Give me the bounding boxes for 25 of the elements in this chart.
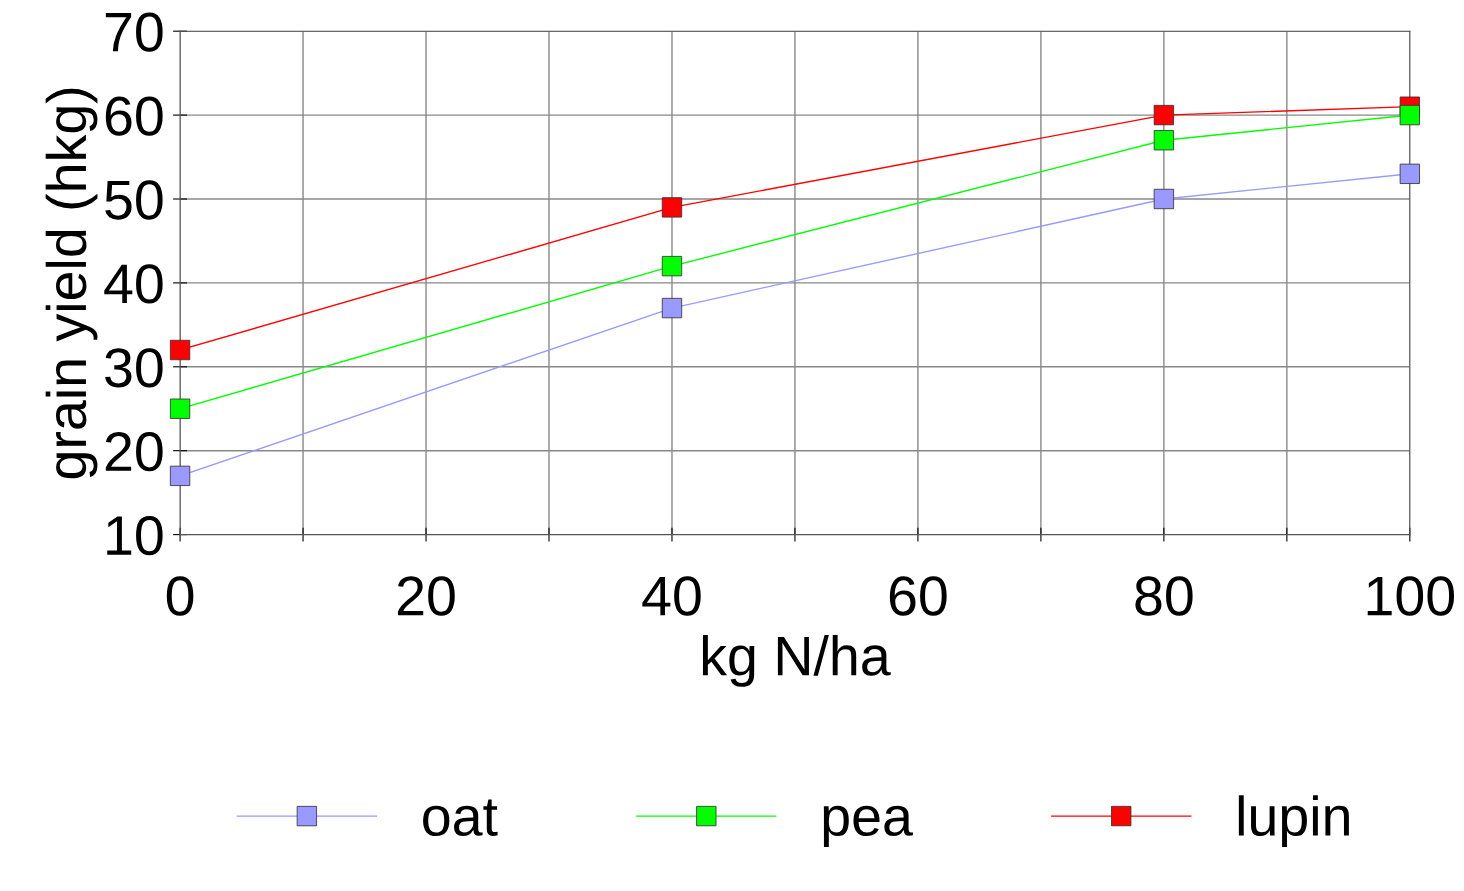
y-tick-label: 60: [105, 96, 163, 136]
y-tick-label: 20: [105, 432, 163, 472]
point: [1153, 130, 1175, 151]
x-tick-label: 20: [397, 576, 455, 616]
y-axis-title: grain yield (hkg): [45, 88, 98, 479]
x-tick-label: 40: [642, 576, 701, 616]
point: [1153, 104, 1175, 126]
point: [661, 255, 683, 277]
x-tick-label: 0: [166, 576, 194, 616]
y-tick-label: 30: [105, 348, 163, 388]
point: [169, 339, 191, 361]
legend-label: pea: [823, 805, 913, 848]
y-tick-label: 70: [105, 12, 163, 52]
x-axis-title: kg N/ha: [702, 635, 891, 687]
x-tick-label: 80: [1135, 576, 1193, 616]
point: [169, 465, 191, 487]
legend-label: oat: [423, 799, 498, 837]
x-tick-label: 100: [1367, 576, 1455, 616]
y-tick-label: 10: [107, 515, 163, 556]
y-tick-label: 50: [105, 180, 163, 220]
point: [1153, 188, 1175, 210]
y-tick-label: 40: [104, 264, 163, 304]
x-tick-label: 60: [889, 576, 947, 616]
point: [661, 197, 683, 218]
legend-label: lupin: [1238, 795, 1349, 848]
